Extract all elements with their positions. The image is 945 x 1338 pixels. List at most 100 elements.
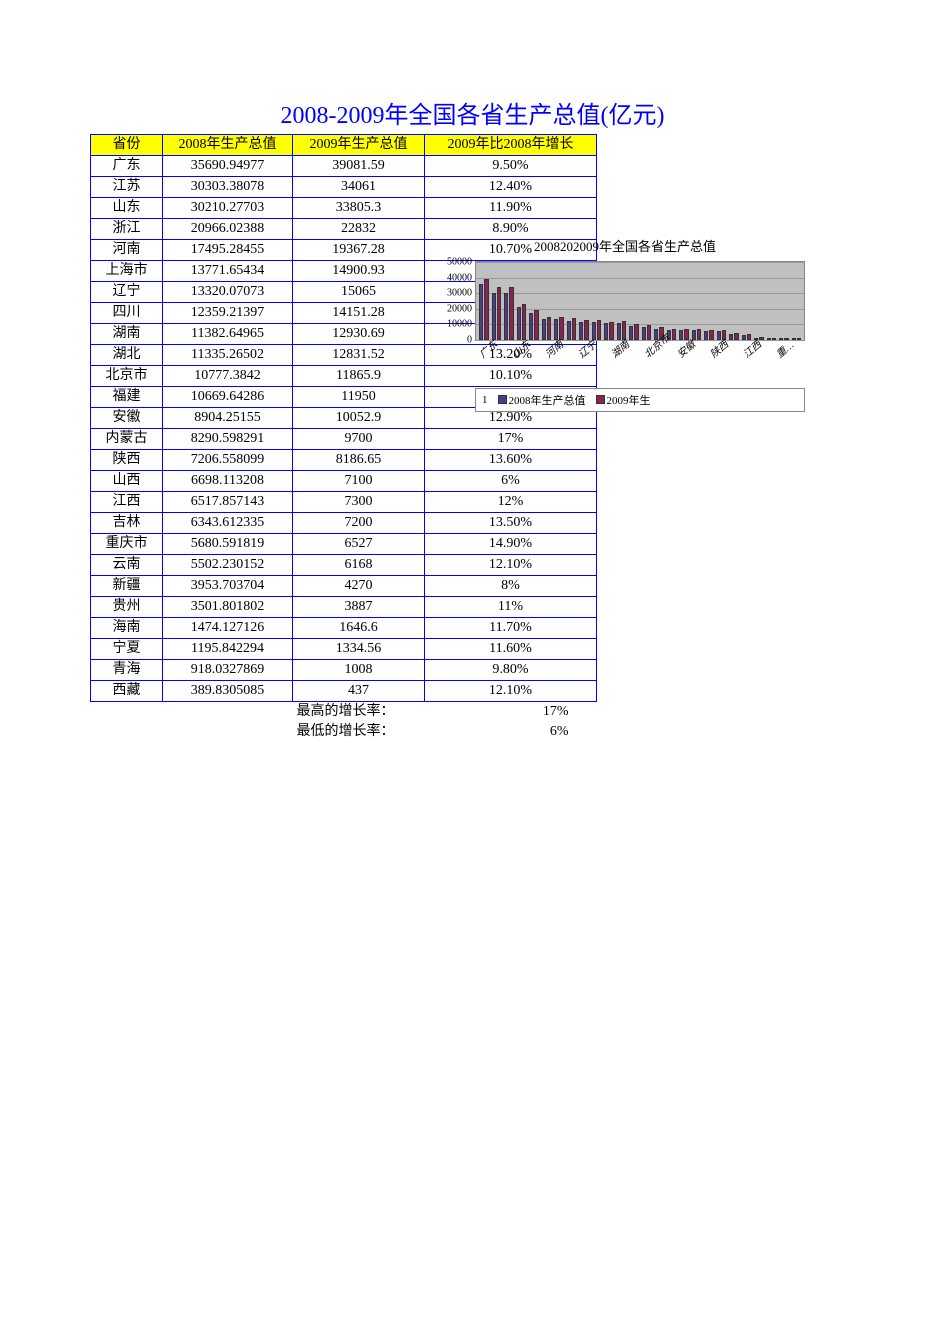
table-cell: 吉林 [91, 513, 163, 534]
summary-max-value: 17% [425, 702, 597, 723]
table-cell: 3887 [293, 597, 425, 618]
table-cell: 5680.591819 [163, 534, 293, 555]
table-cell: 33805.3 [293, 198, 425, 219]
table-cell: 12% [425, 492, 597, 513]
bar-pair [679, 262, 689, 340]
table-cell: 9700 [293, 429, 425, 450]
bar-pair [617, 262, 627, 340]
table-cell: 6168 [293, 555, 425, 576]
table-cell: 内蒙古 [91, 429, 163, 450]
chart-title: 2008202009年全国各省生产总值 [435, 236, 815, 255]
table-row: 吉林6343.612335720013.50% [91, 513, 597, 534]
bar-pair [554, 262, 564, 340]
table-cell: 10052.9 [293, 408, 425, 429]
table-cell: 陕西 [91, 450, 163, 471]
table-cell: 3953.703704 [163, 576, 293, 597]
table-cell: 13.50% [425, 513, 597, 534]
y-tick: 10000 [447, 319, 472, 330]
table-cell: 6527 [293, 534, 425, 555]
table-row: 西藏389.830508543712.10% [91, 681, 597, 702]
table-cell: 7100 [293, 471, 425, 492]
table-cell: 389.8305085 [163, 681, 293, 702]
bar-2009 [709, 330, 713, 340]
table-cell: 河南 [91, 240, 163, 261]
table-cell: 上海市 [91, 261, 163, 282]
table-cell: 11% [425, 597, 597, 618]
table-cell: 4270 [293, 576, 425, 597]
table-cell: 江苏 [91, 177, 163, 198]
table-cell: 山西 [91, 471, 163, 492]
table-cell: 6% [425, 471, 597, 492]
table-cell: 918.0327869 [163, 660, 293, 681]
th-growth: 2009年比2008年增长 [425, 135, 597, 156]
table-cell: 11382.64965 [163, 324, 293, 345]
table-cell: 19367.28 [293, 240, 425, 261]
table-cell: 重庆市 [91, 534, 163, 555]
table-cell: 1008 [293, 660, 425, 681]
bar-pair [579, 262, 589, 340]
table-row: 广东35690.9497739081.599.50% [91, 156, 597, 177]
table-cell: 39081.59 [293, 156, 425, 177]
table-cell: 30210.27703 [163, 198, 293, 219]
table-cell: 1474.127126 [163, 618, 293, 639]
table-cell: 山东 [91, 198, 163, 219]
bar-2008 [579, 322, 583, 340]
table-cell: 北京市 [91, 366, 163, 387]
table-cell: 四川 [91, 303, 163, 324]
table-cell: 海南 [91, 618, 163, 639]
y-tick: 0 [467, 335, 472, 346]
bar-pair [517, 262, 527, 340]
th-province: 省份 [91, 135, 163, 156]
table-cell: 11.70% [425, 618, 597, 639]
bar-2009 [609, 322, 613, 341]
table-cell: 14.90% [425, 534, 597, 555]
table-cell: 10669.64286 [163, 387, 293, 408]
table-row: 云南5502.230152616812.10% [91, 555, 597, 576]
table-cell: 12.10% [425, 681, 597, 702]
table-cell: 12831.52 [293, 345, 425, 366]
bar-2009 [484, 279, 488, 340]
table-cell: 安徽 [91, 408, 163, 429]
table-cell: 14151.28 [293, 303, 425, 324]
table-cell: 浙江 [91, 219, 163, 240]
table-cell: 34061 [293, 177, 425, 198]
table-cell: 15065 [293, 282, 425, 303]
table-row: 新疆3953.70370442708% [91, 576, 597, 597]
bar-pair [504, 262, 514, 340]
bar-pair [717, 262, 727, 340]
table-cell: 西藏 [91, 681, 163, 702]
table-cell: 10777.3842 [163, 366, 293, 387]
bar-2009 [547, 317, 551, 340]
table-cell: 17495.28455 [163, 240, 293, 261]
th-2009: 2009年生产总值 [293, 135, 425, 156]
table-cell: 3501.801802 [163, 597, 293, 618]
table-cell: 贵州 [91, 597, 163, 618]
bar-2008 [742, 335, 746, 340]
table-row: 海南1474.1271261646.611.70% [91, 618, 597, 639]
table-cell: 7206.558099 [163, 450, 293, 471]
table-cell: 6698.113208 [163, 471, 293, 492]
bar-pair [704, 262, 714, 340]
y-tick: 40000 [447, 272, 472, 283]
summary-max-row: 最高的增长率： 17% [91, 702, 597, 723]
y-tick: 30000 [447, 288, 472, 299]
table-cell: 1646.6 [293, 618, 425, 639]
table-cell: 20966.02388 [163, 219, 293, 240]
bar-pair [479, 262, 489, 340]
table-cell: 8186.65 [293, 450, 425, 471]
bar-pair [667, 262, 677, 340]
table-cell: 宁夏 [91, 639, 163, 660]
summary-min-label: 最低的增长率： [293, 722, 425, 742]
table-cell: 9.50% [425, 156, 597, 177]
table-cell: 8% [425, 576, 597, 597]
page-title: 2008-2009年全国各省生产总值(亿元) [0, 95, 945, 130]
chart-legend: 1 2008年生产总值 2009年生 [475, 388, 805, 412]
table-cell: 福建 [91, 387, 163, 408]
table-cell: 青海 [91, 660, 163, 681]
legend-swatch-2009 [596, 395, 605, 404]
bar-2009 [647, 325, 651, 340]
table-cell: 30303.38078 [163, 177, 293, 198]
table-cell: 11865.9 [293, 366, 425, 387]
bar-pair [542, 262, 552, 340]
table-row: 山西6698.11320871006% [91, 471, 597, 492]
